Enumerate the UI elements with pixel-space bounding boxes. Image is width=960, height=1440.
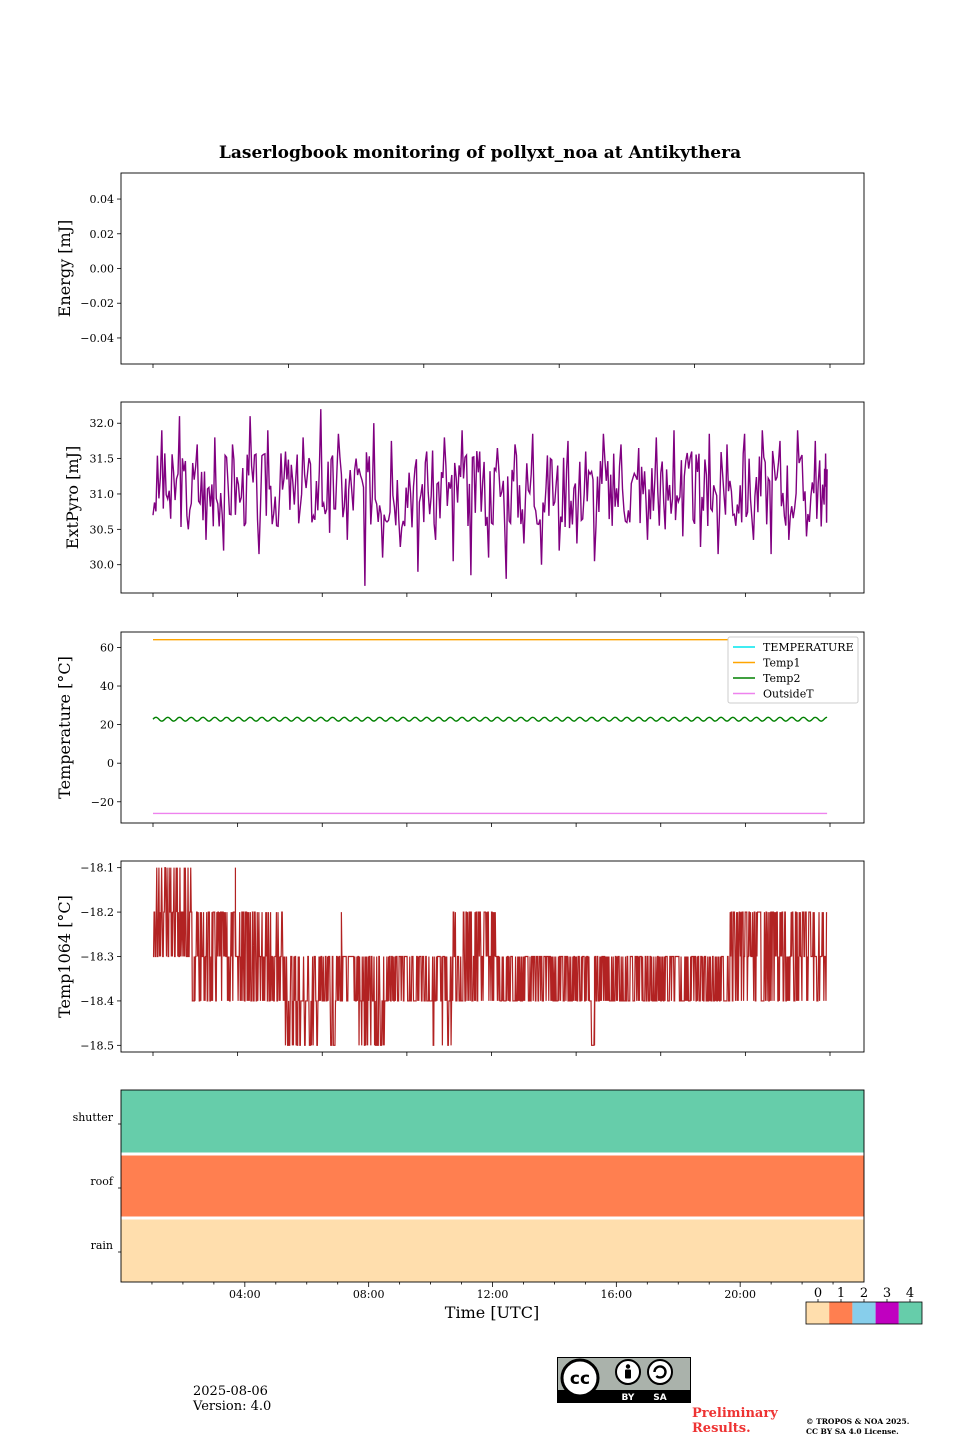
y-tick-label: 0.04 [90,193,115,206]
colorbar-swatch [875,1302,899,1324]
temp1064-line [152,867,828,1046]
colorbar-label: 4 [906,1286,914,1301]
status-row-label: shutter [73,1111,114,1124]
colorbar-label: 0 [814,1286,822,1301]
y-axis-label: Temperature [°C] [55,656,74,799]
y-tick-label: 60 [100,641,114,654]
plot-area [120,401,865,594]
date-version-block: 2025-08-06 Version: 4.0 [193,1384,271,1414]
y-axis-label: ExtPyro [mJ] [63,446,82,549]
colorbar-swatch [806,1302,830,1324]
legend-entry: Temp2 [763,672,800,685]
cc-by-sa-icon: cc BY SA [557,1357,691,1403]
y-tick-label: 20 [100,719,114,732]
plot-area [120,172,865,365]
x-tick-label: 08:00 [353,1288,385,1301]
y-tick-label: 40 [100,680,114,693]
y-tick-label: 0.02 [90,228,115,241]
colorbar-swatch [852,1302,876,1324]
copyright-line1: © TROPOS & NOA 2025. [806,1417,910,1426]
extpyro-panel: 32.0 31.5 31.0 30.5 30.0 ExtPyro [mJ] [63,401,865,597]
legend-entry: Temp1 [763,657,800,670]
status-row-label: rain [91,1239,113,1252]
copyright-line2: CC BY SA 4.0 License. [806,1427,899,1436]
status-row-shutter [121,1090,864,1154]
y-tick-label: −18.5 [80,1039,114,1052]
y-tick-label: 0.00 [90,263,115,276]
temperature-panel: 60 40 20 0 −20 Temperature [°C] TEMPERATURE Tem… [55,631,865,827]
energy-panel: 0.04 0.02 0.00 −0.02 −0.04 Energy [mJ] [55,172,865,368]
plot-date: 2025-08-06 [193,1384,268,1399]
status-panel: shutter roof rain 04:00 08:00 12:00 16:00 20:00 [73,1089,865,1301]
colorbar-label: 3 [883,1286,891,1301]
status-row-label: roof [90,1175,114,1188]
y-axis-label: Energy [mJ] [55,220,74,318]
y-tick-label: 32.0 [90,417,115,430]
y-tick-label: 31.0 [90,488,115,501]
legend-entry: TEMPERATURE [763,641,854,654]
y-tick-label: 30.5 [90,523,115,536]
y-tick-label: −18.3 [80,951,114,964]
legend-box [727,636,859,704]
colorbar-label: 2 [860,1286,868,1301]
y-tick-label: −0.02 [80,297,114,310]
figure-title: Laserlogbook monitoring of pollyxt_noa a… [219,143,741,163]
y-axis-label: Temp1064 [°C] [55,895,74,1018]
colorbar-swatch [829,1302,853,1324]
cc-by-label: BY [622,1393,635,1403]
y-tick-label: −0.04 [80,332,114,345]
copyright-note: © TROPOS & NOA 2025. CC BY SA 4.0 Licens… [806,1417,956,1437]
preliminary-note: Preliminary Results. [692,1406,802,1436]
y-tick-label: −20 [91,796,114,809]
preliminary-line1: Preliminary [692,1406,778,1421]
y-tick-label: 31.5 [90,453,115,466]
plot-version: Version: 4.0 [193,1399,272,1414]
y-tick-label: 0 [107,757,114,770]
temp1064-panel: −18.1 −18.2 −18.3 −18.4 −18.5 Temp1064 [°C] [55,860,865,1056]
x-axis-label: Time [UTC] [445,1303,539,1322]
x-tick-label: 12:00 [477,1288,509,1301]
temp2-line [152,716,828,722]
x-tick-label: 04:00 [229,1288,261,1301]
legend-entry: OutsideT [763,688,814,701]
y-tick-label: −18.2 [80,906,114,919]
preliminary-line2: Results. [692,1421,751,1436]
status-row-rain [121,1218,864,1282]
x-tick-label: 20:00 [724,1288,756,1301]
cc-sa-label: SA [653,1393,666,1403]
series-line [152,409,828,586]
y-tick-label: −18.4 [80,995,114,1008]
x-tick-label: 16:00 [600,1288,632,1301]
y-tick-label: −18.1 [80,862,114,875]
svg-text:cc: cc [570,1369,590,1389]
y-tick-label: 30.0 [90,559,115,572]
colorbar-label: 1 [837,1286,845,1301]
status-row-roof [121,1154,864,1218]
colorbar-swatch [898,1302,922,1324]
